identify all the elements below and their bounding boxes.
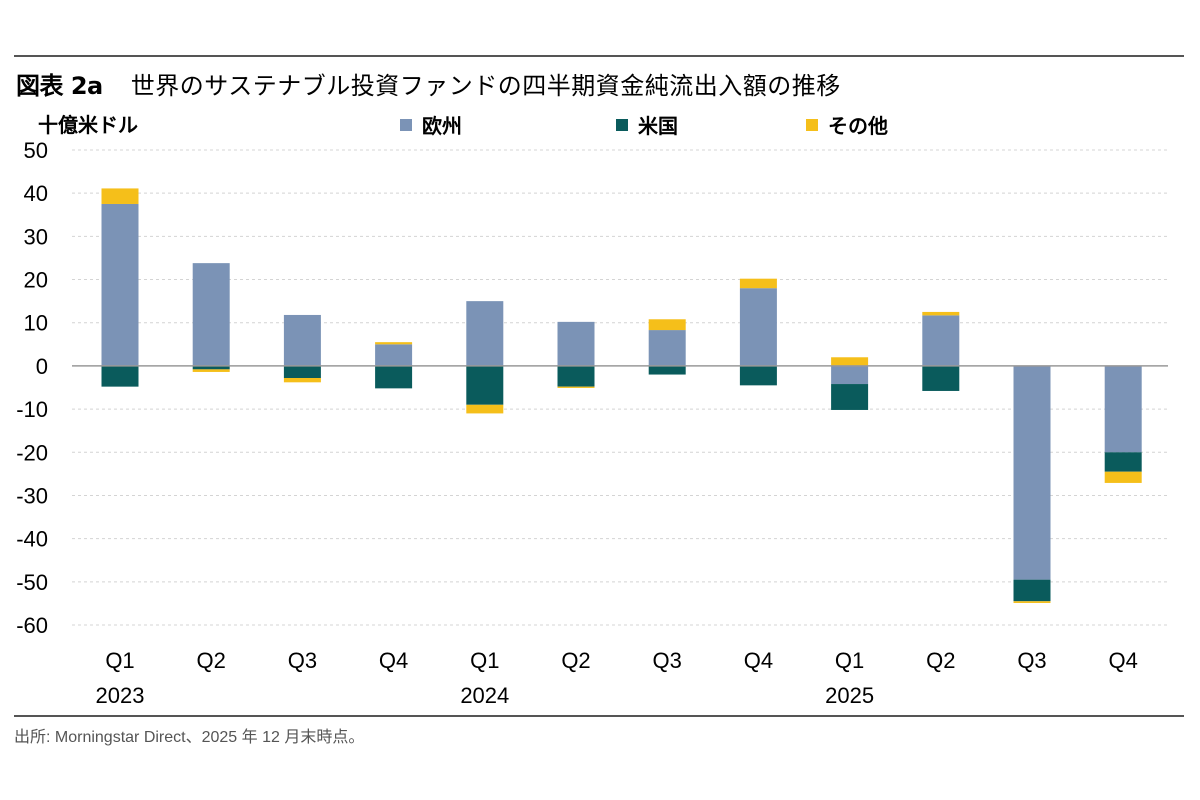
- bar-segment: [375, 342, 413, 345]
- y-tick-label: 30: [24, 224, 48, 249]
- bar-segment: [831, 365, 869, 385]
- legend-label: 欧州: [422, 114, 462, 138]
- bar-segment: [922, 365, 960, 391]
- bar-segment: [739, 365, 777, 386]
- x-tick-label: Q3: [288, 648, 317, 673]
- y-tick-label: 50: [24, 138, 48, 163]
- chart-title: 世界のサステナブル投資ファンドの四半期資金純流出入額の推移: [130, 72, 841, 100]
- figure-label: 図表 2a: [16, 72, 103, 100]
- x-tick-label: Q4: [744, 648, 773, 673]
- bar-segment: [557, 321, 595, 366]
- chart-title-row: 図表 2a 世界のサステナブル投資ファンドの四半期資金純流出入額の推移: [16, 66, 841, 100]
- x-tick-label: Q2: [561, 648, 590, 673]
- bar-segment: [831, 357, 869, 366]
- y-tick-label: 40: [24, 181, 48, 206]
- bar-segment: [101, 365, 139, 387]
- bar-segment: [739, 288, 777, 366]
- legend-swatch: [400, 119, 412, 131]
- axis-layer: 50 40 30 20 10 0 -10 -20 -30 -40 -50 -60 Q1 Q2 Q3 Q4 Q1 Q…: [16, 138, 1168, 708]
- bar-segment: [922, 311, 960, 316]
- bar-segment: [1104, 452, 1142, 472]
- x-tick-label: Q1: [470, 648, 499, 673]
- bar-segment: [101, 188, 139, 204]
- x-year-label: 2023: [96, 683, 145, 708]
- x-tick-label: Q3: [1017, 648, 1046, 673]
- bar-segment: [283, 378, 321, 383]
- bar-segment: [192, 369, 230, 372]
- top-rule: [14, 55, 1184, 57]
- bar-segment: [1104, 365, 1142, 453]
- y-tick-label: -50: [16, 570, 48, 595]
- bar-segment: [466, 301, 504, 366]
- bar-segment: [1104, 471, 1142, 483]
- y-tick-label: -30: [16, 483, 48, 508]
- legend-label: 米国: [638, 114, 678, 138]
- bar-segment: [466, 365, 504, 405]
- legend-label: その他: [828, 114, 888, 138]
- bar-segment: [192, 263, 230, 366]
- x-tick-label: Q4: [379, 648, 408, 673]
- bar-segment: [557, 386, 595, 388]
- bar-segment: [1013, 579, 1051, 602]
- bar-segment: [648, 330, 686, 366]
- y-tick-label: -40: [16, 527, 48, 552]
- grid-layer: [72, 149, 1168, 626]
- x-tick-label: Q3: [653, 648, 682, 673]
- y-tick-label: -60: [16, 613, 48, 638]
- bar-segment: [283, 365, 321, 378]
- source-note: 出所: Morningstar Direct、2025 年 12 月末時点。: [14, 729, 365, 746]
- bar-segment: [648, 365, 686, 375]
- bar-segment: [375, 365, 413, 389]
- y-tick-label: 0: [36, 354, 48, 379]
- legend: 欧州 米国 その他: [400, 114, 888, 138]
- legend-swatch: [806, 119, 818, 131]
- y-axis-unit-label: 十億米ドル: [38, 113, 138, 137]
- bars-layer: [101, 188, 1142, 603]
- x-tick-label: Q1: [835, 648, 864, 673]
- bar-segment: [466, 404, 504, 414]
- bottom-rule: [14, 715, 1184, 717]
- legend-swatch: [616, 119, 628, 131]
- x-tick-label: Q2: [926, 648, 955, 673]
- bar-segment: [1013, 601, 1051, 603]
- x-tick-label: Q4: [1109, 648, 1138, 673]
- y-tick-label: 20: [24, 268, 48, 293]
- x-tick-label: Q2: [197, 648, 226, 673]
- bar-segment: [1013, 365, 1051, 580]
- bar-segment: [283, 314, 321, 366]
- bar-segment: [375, 344, 413, 366]
- bar-segment: [831, 384, 869, 410]
- y-tick-label: -10: [16, 397, 48, 422]
- bar-segment: [648, 319, 686, 331]
- bar-segment: [922, 315, 960, 366]
- x-year-label: 2025: [825, 683, 874, 708]
- y-tick-label: -20: [16, 440, 48, 465]
- bar-segment: [101, 203, 139, 366]
- x-tick-label: Q1: [105, 648, 134, 673]
- x-year-label: 2024: [460, 683, 509, 708]
- y-tick-label: 10: [24, 311, 48, 336]
- bar-segment: [739, 278, 777, 289]
- bar-segment: [192, 365, 230, 370]
- bar-segment: [557, 365, 595, 387]
